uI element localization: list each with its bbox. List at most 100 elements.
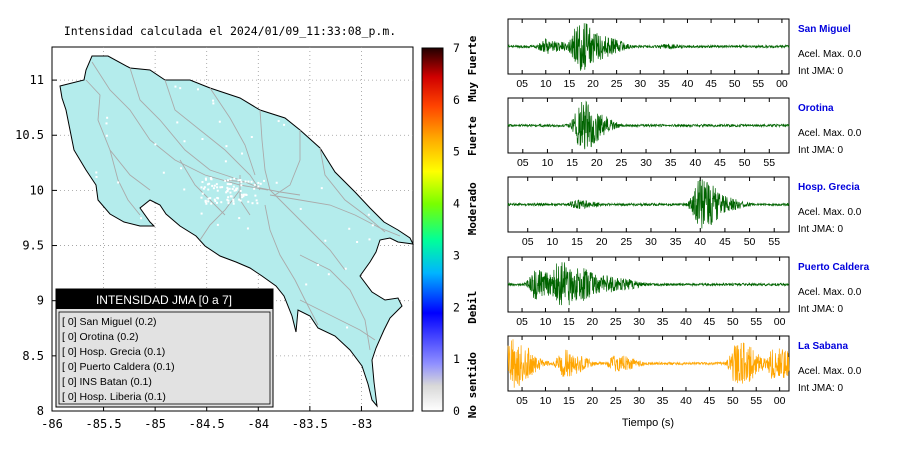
legend-item: [ 0] Puerto Caldera (0.1) bbox=[62, 361, 175, 373]
town-marker bbox=[201, 181, 204, 184]
town-marker bbox=[105, 134, 108, 137]
town-marker bbox=[162, 232, 165, 235]
colorbar-ticks: 0 1 2 3 4 5 6 7 bbox=[453, 41, 460, 418]
station-max-accel: Acel. Max. 0.0 bbox=[798, 366, 862, 377]
town-marker bbox=[135, 250, 138, 253]
town-marker bbox=[235, 189, 238, 192]
map-y-axis: 11 10.5 10 9.5 9 8.5 8 bbox=[15, 73, 57, 418]
waveform-xtick-label: 50 bbox=[744, 236, 756, 248]
town-marker bbox=[210, 202, 213, 205]
legend-header bbox=[56, 289, 273, 309]
town-marker bbox=[238, 217, 241, 220]
town-marker bbox=[213, 184, 216, 187]
map-ytick-label: 8.5 bbox=[22, 349, 44, 363]
waveform-trace bbox=[507, 339, 790, 388]
town-marker bbox=[149, 272, 152, 275]
station-max-accel: Acel. Max. 0.0 bbox=[798, 49, 862, 60]
waveform-xtick-label: 10 bbox=[540, 316, 552, 328]
town-marker bbox=[179, 87, 182, 90]
town-marker bbox=[220, 201, 223, 204]
waveform-xtick-label: 40 bbox=[694, 236, 706, 248]
waveform-xtick-label: 30 bbox=[634, 78, 646, 90]
town-marker bbox=[200, 196, 203, 199]
colorbar-tick-label: 1 bbox=[453, 352, 460, 366]
waveform-xtick-label: 40 bbox=[680, 316, 692, 328]
town-markers bbox=[90, 85, 374, 340]
town-marker bbox=[247, 180, 250, 183]
town-marker bbox=[368, 238, 371, 241]
station-max-accel: Acel. Max. 0.0 bbox=[798, 128, 862, 139]
town-marker bbox=[201, 192, 204, 195]
town-marker bbox=[329, 126, 332, 129]
waveform-panel: 05 10 15 20 25 30 35 40 45 50 55 00 La Sabana Acel. M… bbox=[507, 335, 862, 407]
town-marker bbox=[183, 188, 186, 191]
town-marker bbox=[371, 224, 374, 227]
town-marker bbox=[259, 182, 262, 185]
town-marker bbox=[152, 215, 155, 218]
colorbar-tick-label: 3 bbox=[453, 248, 460, 262]
station-jma-intensity: Int JMA: 0 bbox=[798, 224, 843, 235]
waveform-xtick-label: 40 bbox=[689, 157, 701, 169]
colorbar-category-label: Debil bbox=[466, 291, 479, 324]
town-marker bbox=[327, 273, 330, 276]
town-marker bbox=[241, 152, 244, 155]
town-marker bbox=[246, 227, 249, 230]
town-marker bbox=[207, 197, 210, 200]
road-network bbox=[85, 61, 401, 351]
waveform-xtick-label: 00 bbox=[774, 395, 786, 407]
map-ytick-label: 9.5 bbox=[22, 239, 44, 253]
town-marker bbox=[183, 140, 186, 143]
town-marker bbox=[254, 194, 257, 197]
town-marker bbox=[317, 264, 320, 267]
town-marker bbox=[216, 201, 219, 204]
town-marker bbox=[367, 213, 370, 216]
map-xtick-label: -85 bbox=[144, 417, 166, 431]
station-jma-intensity: Int JMA: 0 bbox=[798, 304, 843, 315]
waveform-xtick-label: 10 bbox=[547, 236, 559, 248]
waveform-trace bbox=[507, 179, 790, 229]
waveform-xtick-label: 45 bbox=[704, 395, 716, 407]
station-jma-intensity: Int JMA: 0 bbox=[798, 383, 843, 394]
town-marker bbox=[244, 193, 247, 196]
town-marker bbox=[197, 88, 200, 91]
waveform-xtick-label: 20 bbox=[586, 316, 598, 328]
town-marker bbox=[212, 102, 215, 105]
station-name: Orotina bbox=[798, 103, 834, 114]
colorbar-category-label: No sentido bbox=[466, 352, 479, 419]
town-marker bbox=[240, 181, 243, 184]
town-marker bbox=[346, 169, 349, 172]
town-marker bbox=[344, 267, 347, 270]
town-marker bbox=[117, 181, 120, 184]
waveform-trace bbox=[507, 262, 790, 306]
waveform-trace bbox=[507, 22, 790, 71]
town-marker bbox=[90, 181, 93, 184]
town-marker bbox=[105, 122, 108, 125]
map-xtick-label: -84.5 bbox=[189, 417, 225, 431]
waveform-xtick-label: 50 bbox=[727, 395, 739, 407]
waveform-xtick-label: 00 bbox=[776, 78, 788, 90]
waveform-xtick-label: 15 bbox=[563, 395, 575, 407]
map-ytick-label: 8 bbox=[37, 404, 44, 418]
town-marker bbox=[240, 193, 243, 196]
waveform-xtick-label: 40 bbox=[682, 78, 694, 90]
waveform-xtick-label: 00 bbox=[774, 316, 786, 328]
town-marker bbox=[209, 177, 212, 180]
town-marker bbox=[227, 196, 230, 199]
waveform-xtick-label: 20 bbox=[596, 236, 608, 248]
waveform-xtick-label: 55 bbox=[752, 78, 764, 90]
town-marker bbox=[256, 202, 259, 205]
station-name: Hosp. Grecia bbox=[798, 182, 860, 193]
town-marker bbox=[257, 181, 260, 184]
town-marker bbox=[174, 85, 177, 88]
town-marker bbox=[207, 188, 210, 191]
town-marker bbox=[232, 198, 235, 201]
waveform-xtick-label: 25 bbox=[610, 395, 622, 407]
town-marker bbox=[247, 200, 250, 203]
town-marker bbox=[225, 145, 228, 148]
town-marker bbox=[180, 167, 183, 170]
town-marker bbox=[233, 189, 236, 192]
waveform-panel: 05 10 15 20 25 30 35 40 45 50 55 00 Puerto Caldera Ac… bbox=[507, 256, 870, 328]
town-marker bbox=[299, 207, 302, 210]
town-marker bbox=[227, 199, 230, 202]
town-marker bbox=[237, 179, 240, 182]
